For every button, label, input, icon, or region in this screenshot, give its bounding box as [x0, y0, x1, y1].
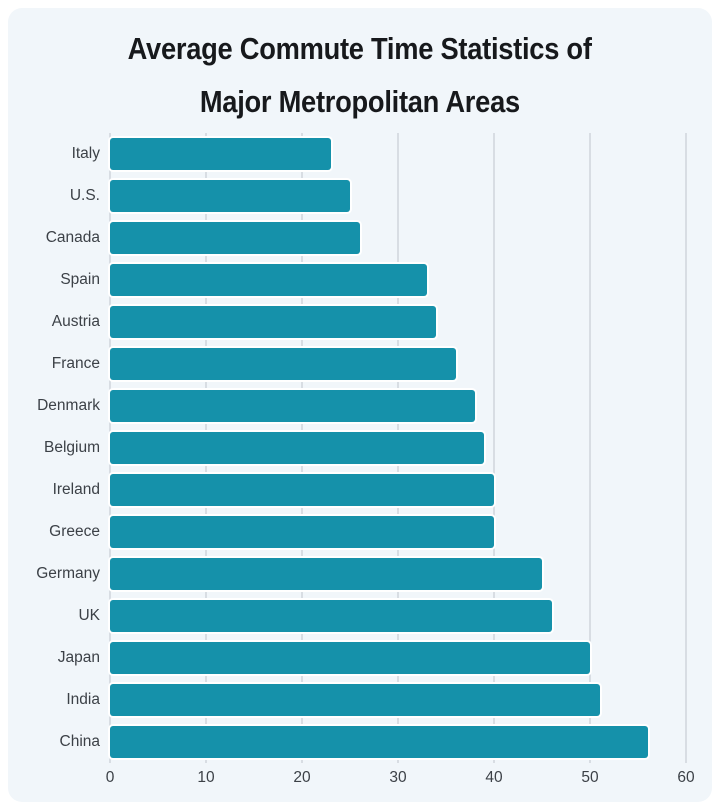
y-axis-label-france: France [51, 355, 100, 372]
chart-title-line2: Major Metropolitan Areas [199, 84, 521, 119]
x-axis-tick-label-10: 10 [197, 769, 215, 786]
gridline-x-50 [589, 133, 591, 763]
bar-germany [110, 558, 542, 590]
y-axis-label-greece: Greece [49, 523, 100, 540]
y-axis-label-spain: Spain [60, 271, 100, 288]
bar-denmark [110, 390, 475, 422]
y-axis-label-japan: Japan [57, 649, 100, 666]
bar-spain [110, 264, 427, 296]
bar-india [110, 684, 600, 716]
y-axis-label-italy: Italy [71, 145, 100, 162]
bar-japan [110, 642, 590, 674]
bar-us [110, 180, 350, 212]
gridline-x-60 [685, 133, 687, 763]
bar-canada [110, 222, 360, 254]
y-axis-label-ireland: Ireland [52, 481, 100, 498]
x-axis-tick-label-50: 50 [581, 769, 599, 786]
bar-austria [110, 306, 437, 338]
y-axis-labels: Italy U.S. Canada Spain Austria France Denmark… [8, 133, 100, 763]
plot-area [109, 133, 687, 763]
gridline-x-40 [493, 133, 495, 763]
y-axis-label-uk: UK [78, 607, 100, 624]
bar-uk [110, 600, 552, 632]
bar-france [110, 348, 456, 380]
x-axis-tick-label-60: 60 [677, 769, 695, 786]
y-axis-label-germany: Germany [36, 565, 100, 582]
y-axis-label-denmark: Denmark [37, 397, 100, 414]
bar-greece [110, 516, 494, 548]
x-axis-tick-label-0: 0 [105, 769, 115, 786]
y-axis-label-china: China [59, 733, 101, 750]
y-axis-label-canada: Canada [45, 229, 100, 246]
chart-title: Average Commute Time Statistics of Major… [0, 22, 720, 128]
x-axis-labels: 0 10 20 30 40 50 60 [0, 766, 720, 790]
bar-ireland [110, 474, 494, 506]
chart-title-line1: Average Commute Time Statistics of [127, 31, 593, 66]
bar-china [110, 726, 648, 758]
x-axis-tick-label-20: 20 [293, 769, 311, 786]
bar-belgium [110, 432, 485, 464]
bar-italy [110, 138, 331, 170]
x-axis-tick-label-30: 30 [389, 769, 407, 786]
y-axis-label-austria: Austria [51, 313, 100, 330]
y-axis-label-belgium: Belgium [44, 439, 100, 456]
y-axis-label-india: India [66, 691, 100, 708]
x-axis-tick-label-40: 40 [485, 769, 503, 786]
y-axis-label-us: U.S. [69, 187, 100, 204]
